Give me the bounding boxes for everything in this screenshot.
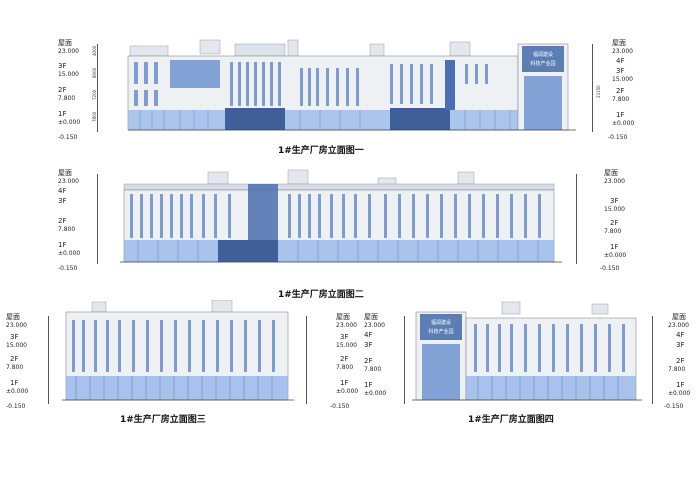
level-1f-label: 1F: [364, 381, 373, 389]
elevation-1-drawing: 福润建设 科技产业园: [127, 39, 576, 131]
level-roof-elev: 23.000: [58, 48, 79, 55]
elevation-2-drawing: [120, 169, 562, 263]
elevation-1-sign-line-1: 福润建设: [533, 51, 553, 58]
level-roof-label: 屋面: [364, 313, 378, 321]
elevation-3-title: 1#生产厂房立面图三: [120, 415, 206, 425]
level-3f-elev: 15.000: [58, 71, 79, 78]
dim-23150: 23150: [596, 85, 601, 98]
level-1f-label: 1F: [616, 111, 625, 119]
level-roof-label: 屋面: [58, 39, 72, 47]
level-2f-label: 2F: [10, 355, 19, 363]
level-roof-elev: 23.000: [336, 322, 357, 329]
level-2f-label: 2F: [340, 355, 349, 363]
level-2f-label: 2F: [676, 357, 685, 365]
level-3f-elev: 15.000: [336, 342, 357, 349]
level-3f-label: 3F: [58, 62, 67, 70]
level-roof-elev: 23.000: [604, 178, 625, 185]
level-roof-elev: 23.000: [58, 178, 79, 185]
level-1f-label: 1F: [58, 241, 67, 249]
dim-8000: 8000: [92, 67, 97, 78]
level-1f-label: 1F: [610, 243, 619, 251]
level-2f-elev: 7.800: [612, 96, 630, 103]
level-3f-label: 3F: [10, 333, 19, 341]
level-roof-elev: 23.000: [668, 322, 689, 329]
level-2f-label: 2F: [364, 357, 373, 365]
level-3f-label: 3F: [340, 333, 349, 341]
level-1f-elev: ±0.000: [364, 390, 387, 397]
level-1f-elev: ±0.000: [58, 250, 81, 257]
level-roof-label: 屋面: [58, 169, 72, 177]
level-3f-label: 3F: [364, 341, 373, 349]
level-3f-elev: 15.000: [6, 342, 27, 349]
level-2f-elev: 7.800: [6, 364, 24, 371]
level-3f-elev: 15.000: [604, 206, 625, 213]
level-roof-label: 屋面: [612, 39, 626, 47]
level-ground-elev: -0.150: [664, 403, 684, 410]
level-2f-label: 2F: [616, 87, 625, 95]
level-3f-label: 3F: [616, 67, 625, 75]
level-1f-label: 1F: [58, 110, 67, 118]
dim-4000: 4000: [92, 45, 97, 56]
level-roof-elev: 23.000: [6, 322, 27, 329]
elevation-4-drawing: 福润建设 科技产业园: [412, 301, 642, 401]
level-1f-elev: ±0.000: [58, 119, 81, 126]
level-4f-label: 4F: [676, 331, 685, 339]
elevation-4-sign-line-2: 科技产业园: [428, 328, 453, 335]
level-1f-elev: ±0.000: [6, 388, 29, 395]
level-4f-label: 4F: [364, 331, 373, 339]
level-2f-elev: 7.800: [336, 364, 354, 371]
level-2f-elev: 7.800: [58, 226, 76, 233]
level-2f-label: 2F: [58, 217, 67, 225]
level-roof-elev: 23.000: [364, 322, 385, 329]
level-roof-label: 屋面: [336, 313, 350, 321]
level-2f-elev: 7.800: [668, 366, 686, 373]
level-3f-label: 3F: [58, 197, 67, 205]
level-3f-label: 3F: [676, 341, 685, 349]
elevation-1-title: 1#生产厂房立面图一: [278, 146, 364, 156]
level-2f-elev: 7.800: [58, 95, 76, 102]
level-3f-elev: 15.000: [612, 76, 633, 83]
elevation-3-drawing: [62, 300, 294, 401]
level-2f-elev: 7.800: [604, 228, 622, 235]
level-1f-elev: ±0.000: [668, 390, 691, 397]
level-ground-elev: -0.150: [600, 265, 620, 272]
level-3f-label: 3F: [610, 197, 619, 205]
level-1f-label: 1F: [676, 381, 685, 389]
level-1f-label: 1F: [340, 379, 349, 387]
level-1f-label: 1F: [10, 379, 19, 387]
elevation-4-title: 1#生产厂房立面图四: [468, 415, 554, 425]
elevation-4-sign-line-1: 福润建设: [431, 319, 451, 326]
level-ground-elev: -0.150: [330, 403, 350, 410]
dim-7800: 7800: [92, 111, 97, 122]
level-4f-label: 4F: [616, 57, 625, 65]
level-ground-elev: -0.150: [58, 134, 78, 141]
level-1f-elev: ±0.000: [612, 120, 635, 127]
level-4f-label: 4F: [58, 187, 67, 195]
level-2f-label: 2F: [610, 219, 619, 227]
level-ground-elev: -0.150: [58, 265, 78, 272]
level-roof-label: 屋面: [6, 313, 20, 321]
level-1f-elev: ±0.000: [604, 252, 627, 259]
level-ground-elev: -0.150: [6, 403, 26, 410]
elevation-1-sign-line-2: 科技产业园: [530, 60, 555, 67]
level-roof-label: 屋面: [604, 169, 618, 177]
level-2f-elev: 7.800: [364, 366, 382, 373]
level-roof-label: 屋面: [672, 313, 686, 321]
level-roof-elev: 23.000: [612, 48, 633, 55]
level-2f-label: 2F: [58, 86, 67, 94]
dim-7200: 7200: [92, 89, 97, 100]
elevation-2-title: 1#生产厂房立面图二: [278, 290, 364, 300]
level-ground-elev: -0.150: [608, 134, 628, 141]
level-1f-elev: ±0.000: [336, 388, 359, 395]
